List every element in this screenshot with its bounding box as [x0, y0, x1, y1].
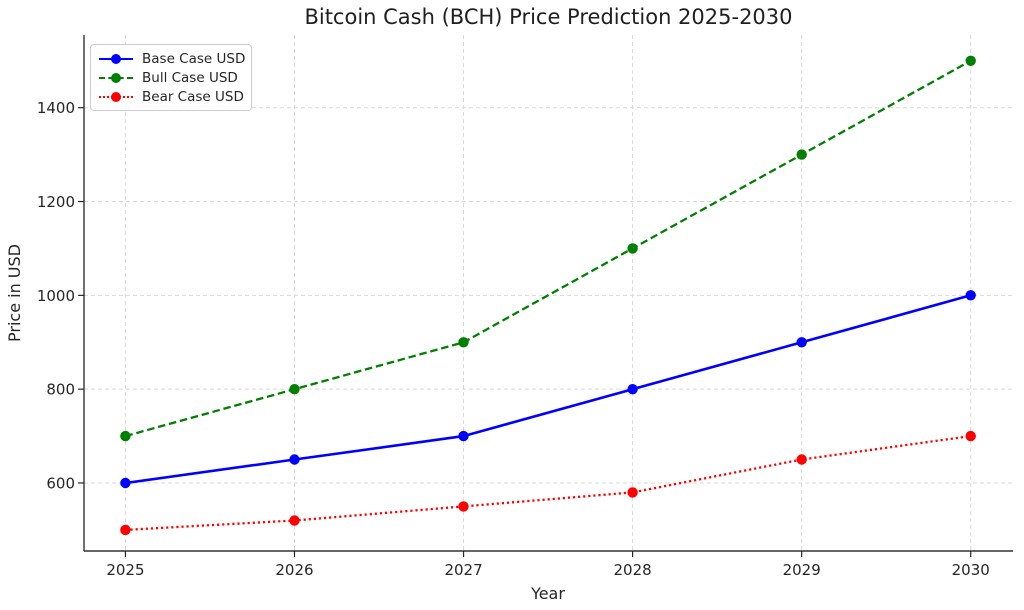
marker-bull-case-usd-2025 [120, 430, 131, 442]
legend-item-bull-case: Bull Case USD [99, 68, 243, 87]
legend-dot-icon [111, 91, 121, 102]
marker-base-case-usd-2026 [289, 454, 300, 465]
marker-bear-case-usd-2030 [965, 430, 976, 442]
marker-base-case-usd-2027 [458, 430, 469, 442]
x-tick-label-2028: 2028 [614, 561, 652, 579]
x-axis-label: Year [530, 584, 565, 603]
marker-bear-case-usd-2027 [458, 501, 469, 512]
legend-dot-icon [111, 53, 121, 64]
x-tick-label-2027: 2027 [444, 561, 482, 579]
marker-bull-case-usd-2027 [458, 337, 469, 348]
y-tick-label-1000: 1000 [37, 287, 75, 305]
legend-label-bear-case: Bear Case USD [142, 88, 244, 105]
chart-title: Bitcoin Cash (BCH) Price Prediction 2025… [304, 5, 793, 29]
x-tick-label-2029: 2029 [783, 561, 821, 579]
legend-item-bear-case: Bear Case USD [99, 87, 244, 106]
y-tick-label-1400: 1400 [37, 99, 75, 117]
series-line-base-case-usd [125, 294, 972, 485]
legend-label-base-case: Base Case USD [142, 50, 246, 67]
marker-bull-case-usd-2029 [796, 149, 807, 160]
legend-sample-solid-line-icon [99, 52, 133, 66]
y-tick-label-600: 600 [46, 474, 75, 492]
marker-bull-case-usd-2028 [627, 243, 638, 254]
series-line-bear-case-usd [125, 434, 971, 532]
marker-base-case-usd-2030 [965, 290, 976, 301]
legend-sample-dotted-line-icon [99, 90, 133, 104]
legend: Base Case USD Bull Case USD Bear Case US… [90, 44, 252, 111]
series-line-bull-case-usd [125, 59, 972, 438]
y-tick-label-1200: 1200 [37, 193, 75, 211]
marker-bear-case-usd-2026 [289, 515, 300, 526]
marker-base-case-usd-2029 [796, 337, 807, 348]
marker-bear-case-usd-2028 [627, 487, 638, 498]
x-tick-label-2025: 2025 [106, 561, 144, 579]
marker-bear-case-usd-2025 [120, 524, 131, 536]
marker-bull-case-usd-2026 [289, 384, 300, 395]
y-axis-label: Price in USD [5, 244, 24, 342]
y-tick-label-800: 800 [46, 381, 75, 399]
legend-label-bull-case: Bull Case USD [142, 69, 238, 86]
legend-item-base-case: Base Case USD [99, 49, 246, 68]
marker-bear-case-usd-2029 [796, 454, 807, 465]
legend-sample-dashed-line-icon [99, 71, 133, 85]
marker-bull-case-usd-2030 [965, 55, 976, 66]
marker-base-case-usd-2028 [627, 384, 638, 395]
marker-base-case-usd-2025 [120, 477, 131, 489]
x-tick-label-2030: 2030 [952, 561, 990, 579]
legend-dot-icon [111, 72, 121, 83]
x-tick-label-2026: 2026 [275, 561, 313, 579]
